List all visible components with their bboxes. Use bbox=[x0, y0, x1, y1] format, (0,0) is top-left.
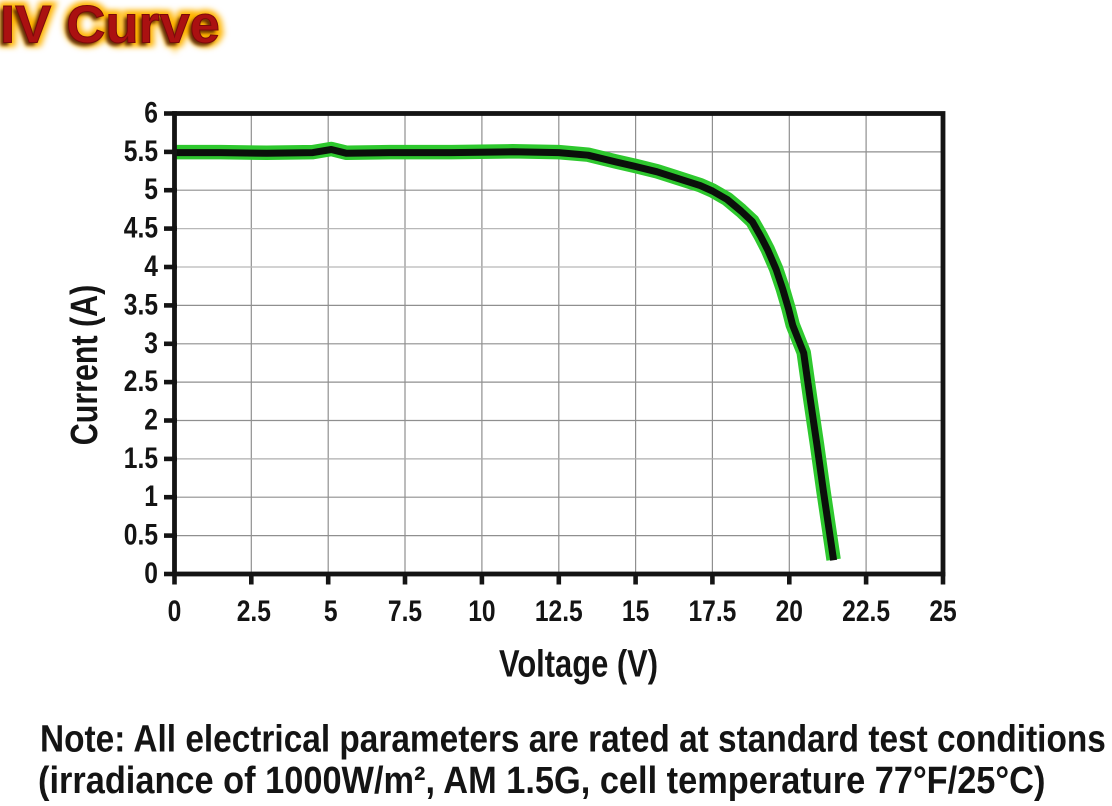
svg-text:IV Curve: IV Curve bbox=[0, 0, 220, 54]
svg-text:3.5: 3.5 bbox=[124, 287, 158, 321]
svg-text:25: 25 bbox=[929, 594, 956, 628]
svg-text:5: 5 bbox=[144, 172, 158, 206]
svg-text:5: 5 bbox=[324, 594, 338, 628]
svg-text:10: 10 bbox=[468, 594, 495, 628]
svg-text:3: 3 bbox=[144, 325, 158, 359]
svg-text:1: 1 bbox=[144, 479, 158, 513]
svg-text:7.5: 7.5 bbox=[388, 594, 422, 628]
svg-text:(irradiance of 1000W/m², AM 1.: (irradiance of 1000W/m², AM 1.5G, cell t… bbox=[38, 758, 1045, 801]
svg-text:2.5: 2.5 bbox=[124, 364, 158, 398]
svg-text:0.5: 0.5 bbox=[124, 517, 158, 551]
svg-text:0: 0 bbox=[168, 594, 182, 628]
svg-text:IV Curve: IV Curve bbox=[0, 0, 220, 54]
svg-text:6: 6 bbox=[144, 95, 158, 129]
svg-text:Voltage (V): Voltage (V) bbox=[499, 644, 658, 686]
svg-text:20: 20 bbox=[776, 594, 803, 628]
svg-text:1.5: 1.5 bbox=[124, 441, 158, 475]
svg-text:2: 2 bbox=[144, 402, 158, 436]
svg-text:22.5: 22.5 bbox=[842, 594, 890, 628]
svg-text:0: 0 bbox=[144, 556, 158, 590]
svg-text:Note: All electrical parameter: Note: All electrical parameters are rate… bbox=[40, 718, 1106, 760]
svg-text:4.5: 4.5 bbox=[124, 210, 158, 244]
svg-text:15: 15 bbox=[622, 594, 649, 628]
svg-text:2.5: 2.5 bbox=[237, 594, 271, 628]
svg-text:12.5: 12.5 bbox=[535, 594, 583, 628]
svg-text:IV Curve: IV Curve bbox=[0, 0, 217, 57]
svg-text:5.5: 5.5 bbox=[124, 134, 158, 168]
svg-text:4: 4 bbox=[144, 249, 158, 283]
svg-text:Current (A): Current (A) bbox=[64, 285, 106, 445]
svg-text:17.5: 17.5 bbox=[688, 594, 736, 628]
